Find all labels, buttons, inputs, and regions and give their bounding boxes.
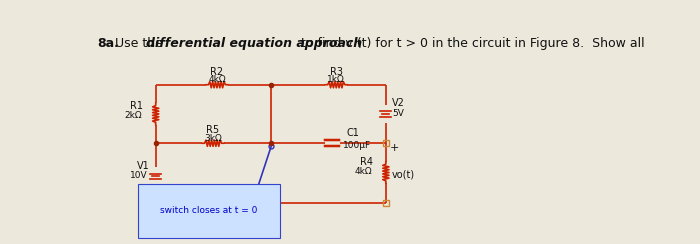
Text: R5: R5 [206, 125, 220, 135]
Text: differential equation approach: differential equation approach [146, 37, 363, 50]
Text: Use the: Use the [115, 37, 167, 50]
Text: C1: C1 [346, 128, 359, 138]
Text: R4: R4 [360, 157, 374, 167]
Text: 8a.: 8a. [97, 37, 119, 50]
Text: vo(t): vo(t) [392, 169, 415, 179]
Text: R1: R1 [130, 101, 143, 111]
Text: 100μF: 100μF [343, 141, 372, 150]
Text: R3: R3 [330, 67, 343, 77]
Text: switch closes at t = 0: switch closes at t = 0 [160, 206, 258, 215]
Text: 10V: 10V [130, 171, 148, 180]
Text: 1kΩ: 1kΩ [328, 75, 345, 84]
Text: to find v (t) for t > 0 in the circuit in Figure 8.  Show all: to find v (t) for t > 0 in the circuit i… [297, 37, 645, 50]
Text: 4kΩ: 4kΩ [354, 167, 372, 176]
Text: R2: R2 [211, 67, 223, 77]
Text: +: + [390, 143, 399, 153]
Text: V1: V1 [136, 161, 150, 171]
Text: 5V: 5V [392, 109, 404, 118]
Text: 4kΩ: 4kΩ [208, 75, 225, 84]
Text: 2kΩ: 2kΩ [124, 111, 141, 120]
Text: V2: V2 [392, 98, 405, 108]
Text: 3kΩ: 3kΩ [204, 134, 222, 143]
